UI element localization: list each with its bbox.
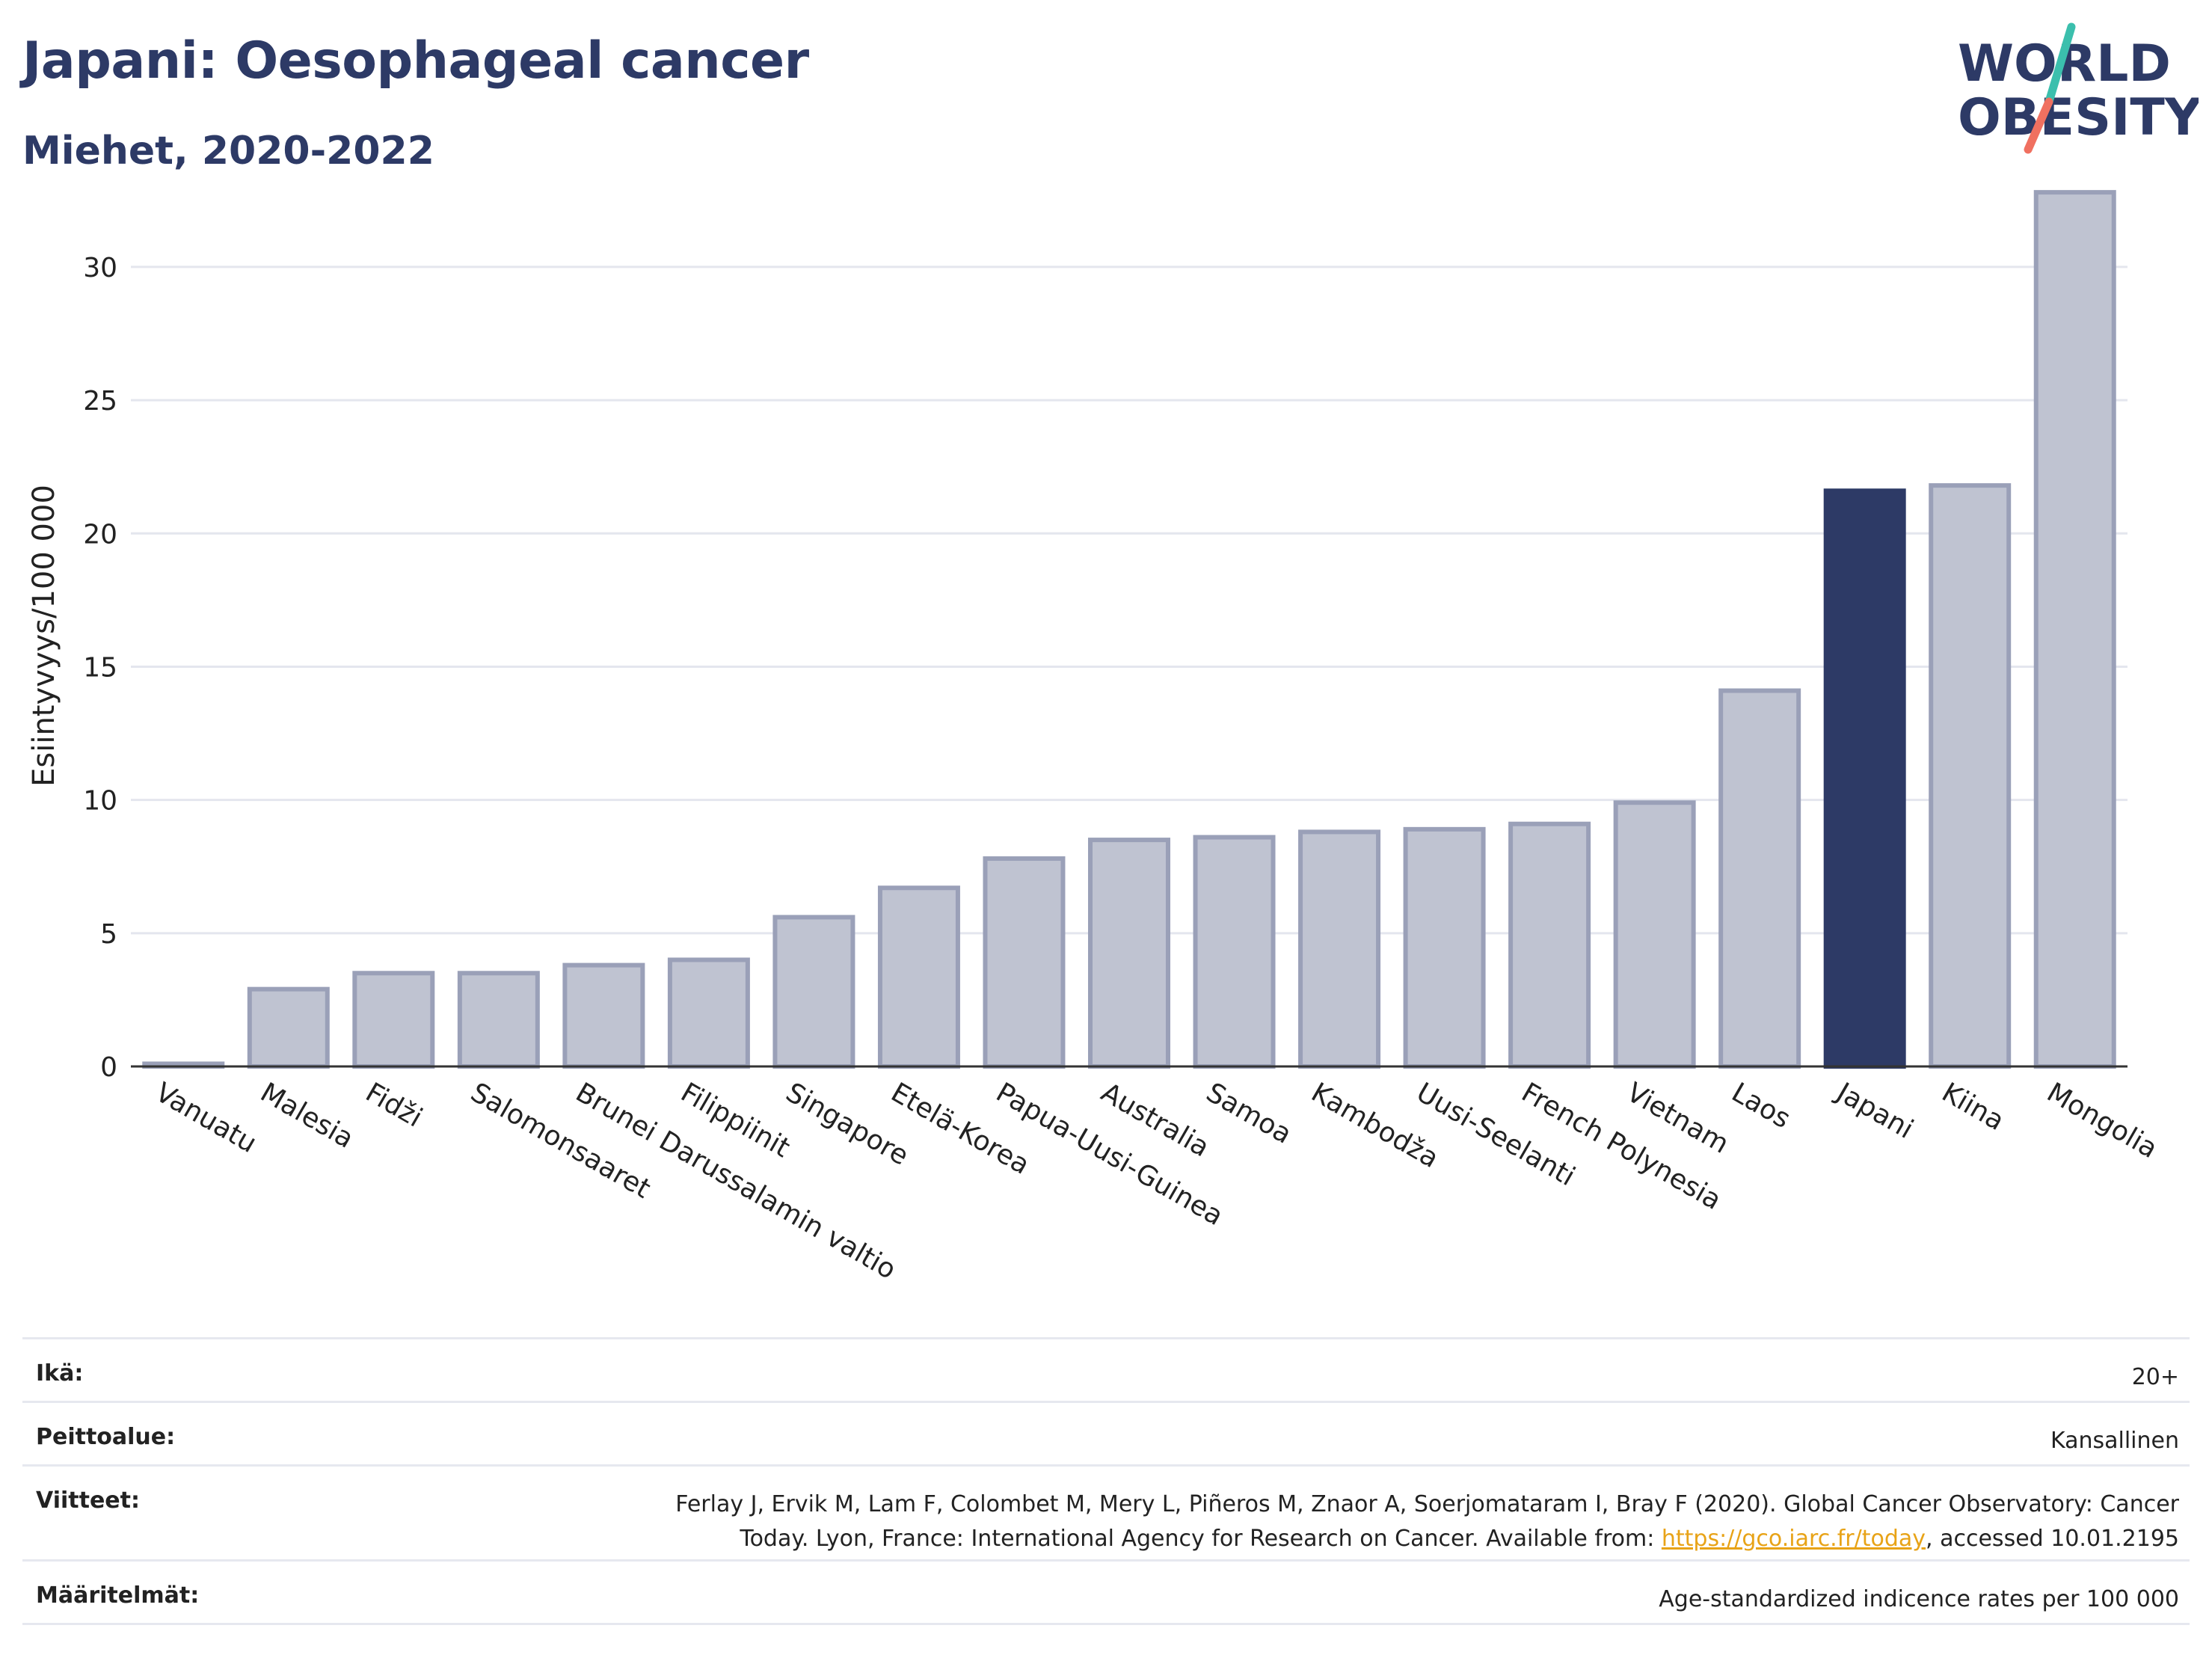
bar-fidži [352,971,435,1069]
reference-link[interactable]: https://gco.iarc.fr/today [1661,1526,1926,1552]
reference-line2-post: , accessed 10.01.2195 [1926,1526,2179,1552]
logo-graphic: WORLD OBESITY [1958,22,2202,154]
y-tick-label: 25 [83,386,117,417]
bar-kiina [1929,483,2012,1069]
bar-laos [1718,688,1801,1069]
info-value-coverage: Kansallinen [2050,1428,2179,1454]
x-tick-label: Japani [1830,1076,1918,1145]
bar-salomonsaaret [457,971,540,1069]
bar-australia [1088,838,1170,1069]
y-tick-label: 15 [83,652,117,683]
chart-subtitle: Miehet, 2020-2022 [22,129,434,174]
info-row-definitions: Määritelmät: Age-standardized indicence … [22,1559,2190,1625]
x-tick-label: Fidži [360,1077,428,1133]
x-tick-label: Mongolia [2042,1077,2163,1164]
info-label-references: Viitteet: [36,1487,140,1514]
bar-japani [1823,488,1906,1069]
bar-vietnam [1613,800,1696,1069]
x-tick-label: Vanuatu [150,1077,262,1159]
info-row-age: Ikä: 20+ [22,1337,2190,1401]
info-label-coverage: Peittoalue: [36,1424,176,1450]
reference-line1: Ferlay J, Ervik M, Lam F, Colombet M, Me… [675,1491,2179,1517]
info-row-coverage: Peittoalue: Kansallinen [22,1401,2190,1464]
bar-brunei-darussalamin-valtio [562,962,645,1069]
y-tick-label: 5 [100,919,117,950]
info-label-age: Ikä: [36,1360,84,1387]
chart-title: Japani: Oesophageal cancer [22,31,809,90]
x-tick-label: Samoa [1201,1077,1297,1150]
info-label-definitions: Määritelmät: [36,1582,200,1609]
x-tick-label: Malesia [255,1077,358,1155]
bars [142,190,2116,1069]
info-row-references: Viitteet: Ferlay J, Ervik M, Lam F, Colo… [22,1464,2190,1559]
reference-line2-pre: Today. Lyon, France: International Agenc… [740,1526,1662,1552]
x-tick-label: Kiina [1937,1077,2009,1137]
logo-slash-top [2044,22,2076,106]
bar-malesia [247,986,330,1069]
info-table: Ikä: 20+ Peittoalue: Kansallinen Viittee… [22,1337,2190,1625]
y-axis-label: Esiintyvyys/100 000 [27,485,61,787]
info-value-references: Ferlay J, Ervik M, Lam F, Colombet M, Me… [675,1467,2190,1556]
world-obesity-logo: WORLD OBESITY [1944,21,2202,163]
info-value-definitions: Age-standardized indicence rates per 100… [1659,1586,2179,1612]
bar-filippiinit [667,957,750,1069]
bar-french-polynesia [1508,821,1591,1069]
y-tick-label: 20 [83,519,117,550]
bar-samoa [1193,835,1276,1069]
logo-slash-bottom [2024,97,2053,154]
bar-papua-uusi-guinea [983,856,1066,1069]
y-tick-label: 0 [100,1052,117,1083]
logo-line2: OBESITY [1958,88,2199,147]
x-tick-label: Laos [1727,1077,1795,1134]
bar-kambodža [1298,829,1381,1069]
info-value-age: 20+ [2131,1364,2179,1390]
y-tick-label: 10 [83,786,117,817]
bar-etelä-korea [877,885,960,1069]
y-tick-label: 30 [83,253,117,283]
bar-mongolia [2033,190,2116,1069]
x-tick-label: Salomonsaaret [465,1077,655,1205]
bar-uusi-seelanti [1403,826,1486,1069]
bar-singapore [772,915,855,1069]
